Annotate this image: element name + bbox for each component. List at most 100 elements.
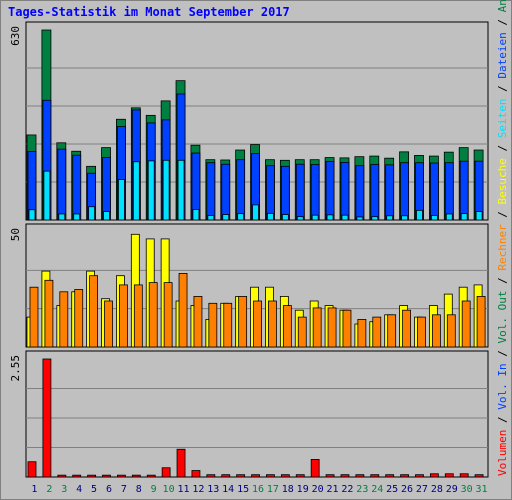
x-tick-label-day-28: 28	[431, 484, 443, 495]
bar-seiten-day-13	[207, 215, 215, 221]
bar-volumen-day-17	[266, 474, 275, 478]
bar-dateien-day-28	[429, 162, 439, 221]
bar-volumen-day-30	[459, 473, 469, 478]
middle-ymax-label: 50	[9, 228, 22, 241]
x-tick-label-day-2: 2	[46, 484, 52, 495]
legend-entry-rechner: Rechner	[496, 224, 509, 271]
bar-rechner-day-2	[44, 279, 54, 348]
x-tick-label-day-24: 24	[371, 484, 383, 495]
bar-dateien-day-17	[266, 165, 275, 221]
bar-rechner-day-13	[208, 302, 218, 348]
bar-volumen-day-6	[102, 474, 111, 478]
x-tick-label-day-13: 13	[207, 484, 219, 495]
bar-rechner-day-24	[372, 316, 382, 348]
bar-seiten-day-10	[162, 159, 170, 221]
bar-dateien-day-4	[72, 154, 82, 221]
bar-volumen-day-12	[191, 470, 201, 478]
bar-volumen-day-20	[310, 459, 320, 478]
bar-volumen-day-27	[415, 474, 424, 478]
bar-rechner-day-29	[446, 314, 456, 348]
bar-volumen-day-9	[146, 474, 156, 478]
bar-rechner-day-23	[357, 318, 367, 348]
bar-volumen-day-3	[57, 474, 67, 478]
bar-volumen-day-24	[370, 474, 380, 478]
bar-seiten-day-22	[341, 214, 349, 221]
x-tick-label-day-18: 18	[282, 484, 294, 495]
legend-entry-vol-in: Vol. In	[496, 363, 509, 410]
legend-separator: /	[496, 138, 509, 159]
bar-dateien-day-15	[236, 159, 246, 221]
bar-volumen-day-23	[355, 474, 365, 478]
bar-seiten-day-16	[252, 204, 259, 221]
bar-volumen-day-1	[27, 461, 37, 478]
legend-separator: /	[496, 409, 509, 430]
bar-dateien-day-25	[385, 164, 395, 221]
bar-dateien-day-29	[444, 162, 454, 221]
bar-seiten-day-2	[43, 170, 51, 221]
bar-rechner-day-26	[402, 309, 411, 348]
bar-seiten-day-27	[416, 209, 423, 221]
bar-seiten-day-19	[296, 216, 304, 221]
x-tick-label-day-10: 10	[163, 484, 175, 495]
legend-entry-vol-out: Vol. Out	[496, 290, 509, 344]
bar-rechner-day-17	[268, 300, 277, 348]
x-tick-label-day-27: 27	[416, 484, 428, 495]
top-ymax-label: 630	[9, 26, 22, 46]
bar-dateien-day-6	[102, 157, 111, 221]
bar-volumen-day-28	[429, 473, 439, 478]
bar-seiten-day-5	[88, 206, 96, 221]
x-tick-label-day-1: 1	[31, 484, 37, 495]
bar-volumen-day-25	[385, 474, 395, 478]
bar-rechner-day-8	[133, 284, 143, 348]
bar-seiten-day-28	[430, 215, 438, 221]
bar-volumen-day-26	[400, 474, 409, 478]
bar-seiten-day-7	[118, 179, 125, 221]
legend-separator: /	[496, 270, 509, 291]
legend-entry-volumen: Volumen	[496, 429, 509, 476]
legend-separator: /	[496, 204, 509, 225]
bar-dateien-day-23	[355, 165, 365, 221]
bar-rechner-day-16	[253, 300, 262, 348]
bar-volumen-day-29	[444, 473, 454, 478]
bar-volumen-day-21	[325, 474, 335, 478]
x-tick-label-day-3: 3	[61, 484, 67, 495]
x-tick-label-day-17: 17	[267, 484, 279, 495]
x-tick-label-day-20: 20	[312, 484, 324, 495]
bar-seiten-day-8	[132, 161, 140, 221]
x-tick-label-day-21: 21	[326, 484, 338, 495]
bar-seiten-day-4	[73, 213, 81, 221]
bar-seiten-day-6	[103, 211, 110, 221]
x-tick-label-day-12: 12	[192, 484, 204, 495]
bar-dateien-day-30	[459, 160, 469, 221]
bar-volumen-day-10	[161, 467, 171, 478]
bar-dateien-day-14	[221, 163, 231, 221]
bar-dateien-day-13	[206, 162, 216, 221]
bar-dateien-day-26	[400, 162, 409, 221]
bar-rechner-day-30	[461, 300, 471, 348]
bar-rechner-day-21	[327, 307, 337, 348]
bar-rechner-day-10	[163, 282, 173, 348]
bar-rechner-day-20	[312, 307, 322, 348]
bar-dateien-day-18	[280, 165, 290, 221]
bar-seiten-day-31	[475, 211, 483, 221]
legend-entry-seiten: Seiten	[496, 98, 509, 139]
bar-rechner-day-18	[282, 305, 292, 348]
bar-seiten-day-17	[267, 212, 274, 221]
bar-volumen-day-31	[474, 474, 484, 478]
bar-rechner-day-6	[104, 300, 113, 348]
legend-entry-dateien: Dateien	[496, 32, 509, 79]
bar-rechner-day-5	[89, 275, 99, 348]
bar-seiten-day-26	[401, 215, 408, 221]
x-tick-label-day-14: 14	[222, 484, 234, 495]
x-tick-label-day-4: 4	[76, 484, 82, 495]
bar-seiten-day-1	[28, 209, 36, 221]
bar-seiten-day-23	[356, 216, 364, 221]
bar-dateien-day-24	[370, 164, 380, 221]
bar-volumen-day-15	[236, 474, 246, 478]
legend-separator: /	[496, 343, 509, 364]
legend-separator: /	[496, 12, 509, 33]
bar-seiten-day-20	[311, 214, 319, 221]
bar-rechner-day-19	[297, 316, 307, 348]
bar-seiten-day-24	[371, 216, 379, 221]
bar-seiten-day-12	[192, 209, 200, 221]
